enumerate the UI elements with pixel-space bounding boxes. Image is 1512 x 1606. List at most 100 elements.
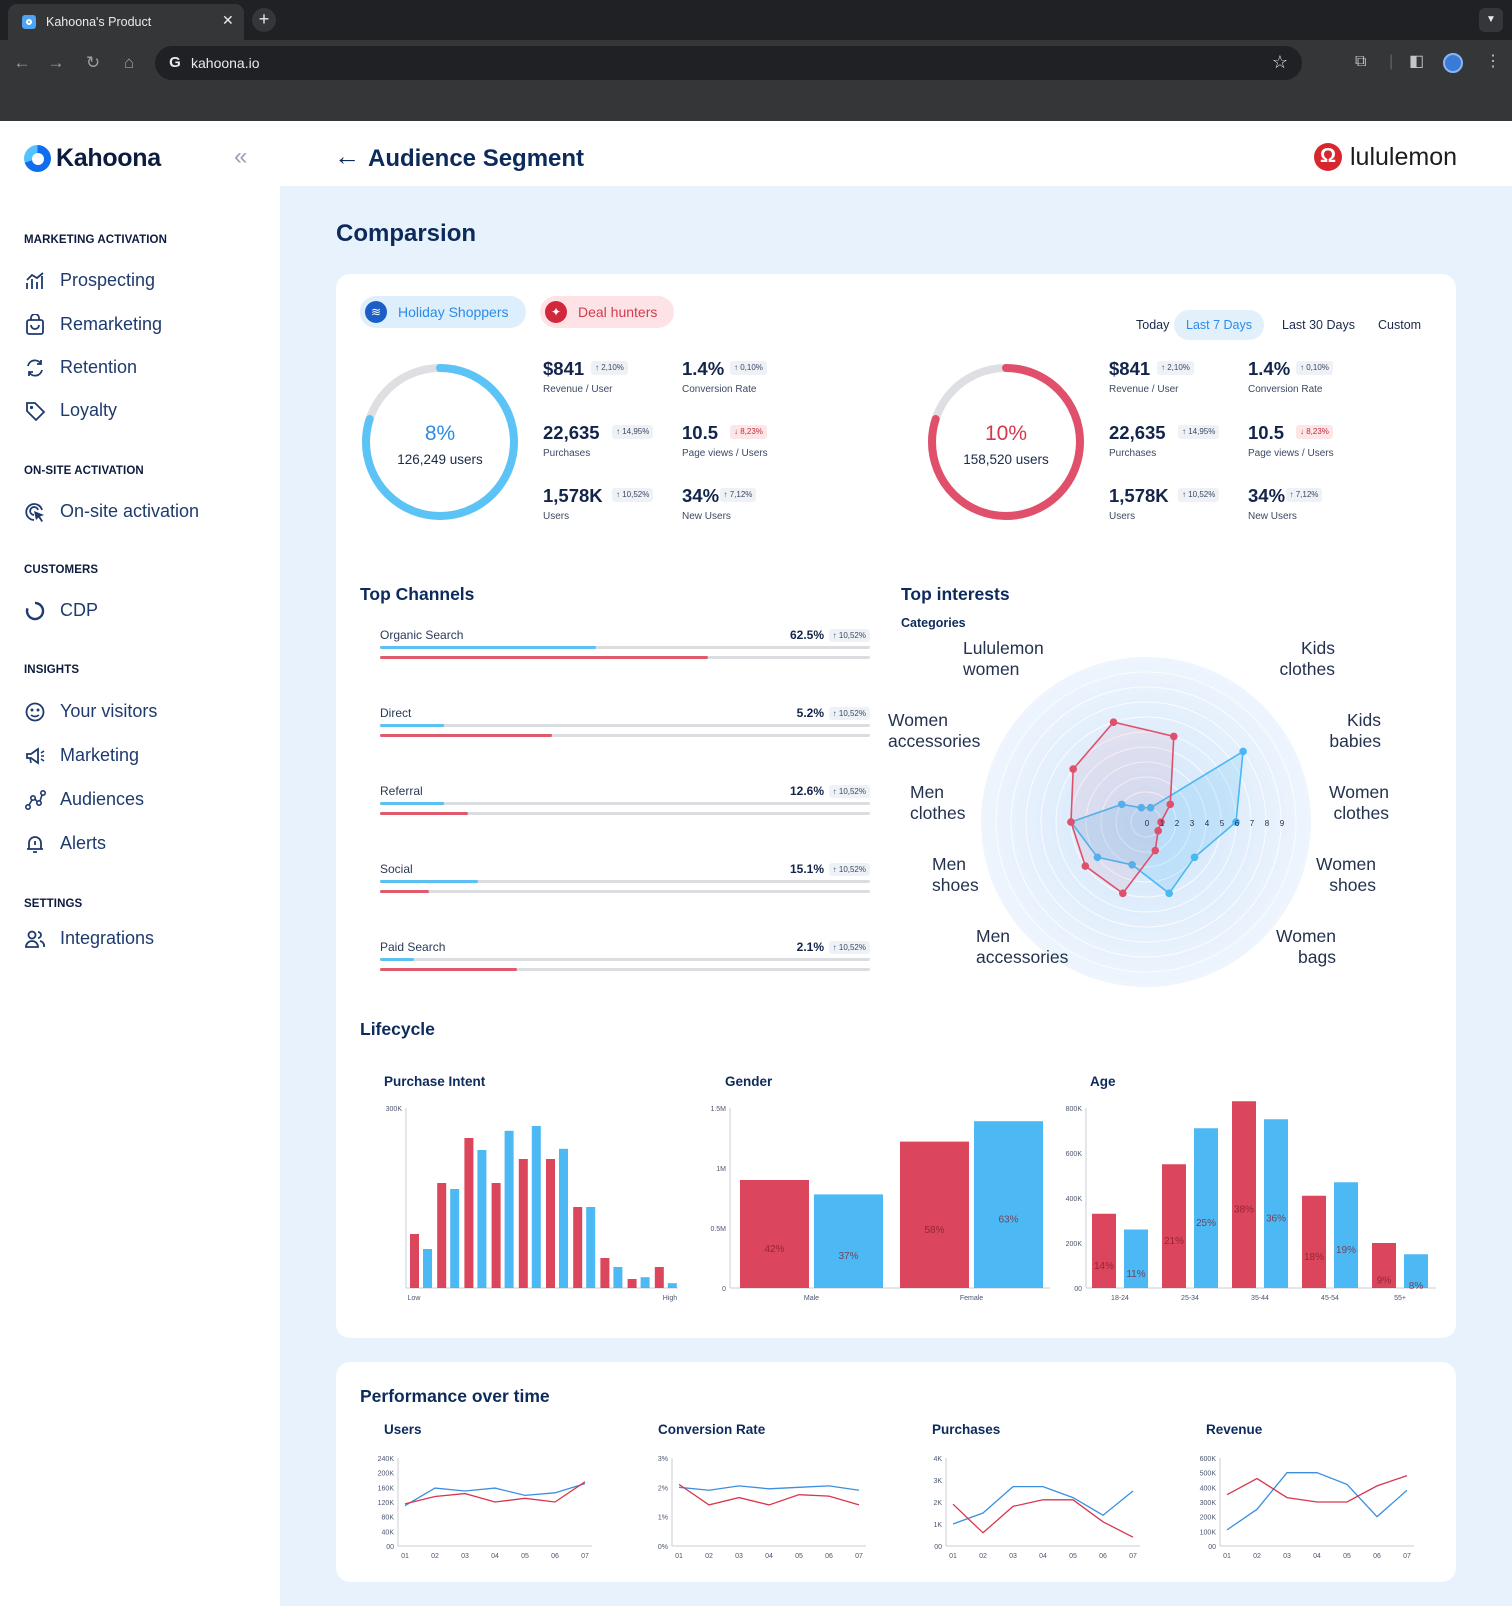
x-tick-label: 06 xyxy=(1373,1553,1381,1560)
channel-bar-red xyxy=(380,734,552,737)
stat-users: 1,578K ↑ 10,52% Users xyxy=(543,485,683,541)
stat-value: 1.4% xyxy=(682,358,725,379)
channel-bar-red xyxy=(380,812,469,815)
radar-point xyxy=(1093,853,1102,862)
performance-card: Performance over time Users Conversion R… xyxy=(336,1362,1456,1582)
radar-ring xyxy=(1085,761,1207,883)
stat-label: Purchases xyxy=(1109,448,1157,459)
bar-holiday-shoppers xyxy=(667,1283,677,1288)
sidebar-item-loyalty[interactable]: Loyalty xyxy=(24,398,264,424)
bar-deal-hunters xyxy=(740,1180,809,1288)
tab-search-button[interactable]: ▼ xyxy=(1479,8,1503,32)
sidebar-label: On-site activation xyxy=(60,501,200,521)
x-tick-label: 01 xyxy=(675,1553,683,1560)
stat-label: Revenue / User xyxy=(543,384,613,395)
stat-conversion-rate: 1.4% ↑ 0,10% Conversion Rate xyxy=(1248,358,1388,414)
donut-percent: 10% xyxy=(984,422,1028,445)
sidebar-item-onsite-activation[interactable]: On-site activation xyxy=(24,499,264,525)
sidebar-item-your-visitors[interactable]: Your visitors xyxy=(24,699,264,725)
bookmark-star-icon[interactable]: ☆ xyxy=(1271,52,1288,72)
sidebar-item-alerts[interactable]: Alerts xyxy=(24,831,264,857)
stat-label: Purchases xyxy=(543,448,591,459)
x-tick-label: 07 xyxy=(581,1553,589,1560)
y-tick-label: 200K xyxy=(378,1471,395,1478)
radar-point xyxy=(1081,862,1090,870)
range-last-7-days[interactable]: Last 7 Days xyxy=(1174,310,1265,340)
radar-point xyxy=(1109,718,1118,726)
section-marketing-activation: MARKETING ACTIVATION xyxy=(24,234,167,246)
sidebar-item-integrations[interactable]: Integrations xyxy=(24,926,264,952)
back-arrow-icon[interactable]: ← xyxy=(334,141,360,171)
sidebar-item-audiences[interactable]: Audiences xyxy=(24,787,264,813)
chip-label: Holiday Shoppers xyxy=(398,304,509,320)
bar-value-label: 38% xyxy=(1234,1205,1254,1216)
extensions-icon[interactable]: ⧉ xyxy=(1355,53,1367,70)
new-tab-button[interactable]: + xyxy=(252,8,276,32)
bar-deal-hunters xyxy=(900,1141,969,1288)
browser-menu-icon[interactable]: ⋮ xyxy=(1485,53,1501,70)
y-tick-label: 400K xyxy=(1066,1196,1083,1203)
donut-percent: 8% xyxy=(424,422,456,445)
address-bar[interactable]: G kahoona.io ☆ xyxy=(155,46,1302,80)
sidebar-item-cdp[interactable]: CDP xyxy=(24,598,264,624)
segment-chip-deal-hunters[interactable]: ✦ Deal hunters xyxy=(540,296,674,328)
range-last-30-days[interactable]: Last 30 Days xyxy=(1282,318,1355,332)
segment-chip-holiday-shoppers[interactable]: ≋ Holiday Shoppers xyxy=(360,296,526,328)
stat-label: New Users xyxy=(1248,511,1297,522)
radar-background xyxy=(981,657,1311,987)
sidebar-item-retention[interactable]: Retention xyxy=(24,355,264,381)
cursor-click-icon xyxy=(25,503,44,522)
bar-value-label: 25% xyxy=(1196,1218,1216,1229)
bar-deal-hunters xyxy=(1302,1195,1326,1288)
home-icon[interactable]: ⌂ xyxy=(123,53,135,72)
radar-point xyxy=(1232,818,1240,826)
collapse-sidebar-icon[interactable]: « xyxy=(234,143,248,170)
radar-point xyxy=(1137,803,1146,812)
browser-tab[interactable]: Kahoona's Product ✕ xyxy=(8,4,244,40)
range-custom[interactable]: Custom xyxy=(1378,318,1422,332)
channel-name: Social xyxy=(380,862,413,876)
forward-nav-icon[interactable]: → xyxy=(47,53,65,72)
channel-bar-blue xyxy=(380,802,444,805)
radar-scale-tick: 9 xyxy=(1280,819,1285,828)
side-panel-icon[interactable]: ◧ xyxy=(1409,53,1425,70)
range-today[interactable]: Today xyxy=(1136,318,1170,332)
bar-value-label: 37% xyxy=(838,1251,858,1262)
sidebar-label: Alerts xyxy=(60,833,107,853)
channel-percent: 2.1% xyxy=(796,940,824,954)
bar-value-label: 18% xyxy=(1304,1252,1324,1263)
stat-new-users: 34% ↑ 7,12% New Users xyxy=(1248,485,1388,541)
chart-icon xyxy=(26,272,44,289)
stat-label: Users xyxy=(1109,511,1136,522)
sidebar-item-remarketing[interactable]: Remarketing xyxy=(24,312,264,338)
back-nav-icon[interactable]: ← xyxy=(13,53,31,72)
sidebar-label: Integrations xyxy=(60,928,155,948)
sidebar-item-prospecting[interactable]: Prospecting xyxy=(24,268,264,294)
stat-value: 1,578K xyxy=(543,485,603,506)
x-tick-label: 07 xyxy=(855,1553,863,1560)
stat-purchases: 22,635 ↑ 14,95% Purchases xyxy=(543,422,683,478)
x-tick-label: 02 xyxy=(979,1553,987,1560)
channel-row: Paid Search 2.1% ↑ 10,52% xyxy=(380,940,870,990)
stat-change-badge: ↓ 8,23% xyxy=(1296,425,1333,439)
radar-point xyxy=(1165,889,1173,898)
channel-track-blue xyxy=(380,646,870,649)
stat-change-badge: ↑ 7,12% xyxy=(719,488,757,502)
chip-label: Deal hunters xyxy=(578,304,658,320)
reload-icon[interactable]: ↻ xyxy=(85,53,101,72)
y-tick-label: 400K xyxy=(1200,1485,1217,1492)
radar-scale-tick: 5 xyxy=(1220,819,1225,828)
bar-value-label: 11% xyxy=(1126,1269,1145,1280)
x-tick-label: Male xyxy=(804,1295,819,1302)
stat-value: $841 xyxy=(543,358,585,379)
profile-avatar[interactable] xyxy=(1443,53,1463,73)
radar-scale-tick: 1 xyxy=(1160,819,1165,828)
x-tick-label: 05 xyxy=(795,1553,803,1560)
bar-value-label: 8% xyxy=(1409,1281,1424,1292)
close-tab-icon[interactable]: ✕ xyxy=(222,12,234,28)
radar-axis-label: Lululemon women xyxy=(963,638,1044,679)
y-tick-label: 160K xyxy=(378,1485,395,1492)
bar-deal-hunters xyxy=(464,1138,474,1288)
bar-holiday-shoppers xyxy=(559,1148,568,1288)
sidebar-item-marketing[interactable]: Marketing xyxy=(24,743,264,769)
